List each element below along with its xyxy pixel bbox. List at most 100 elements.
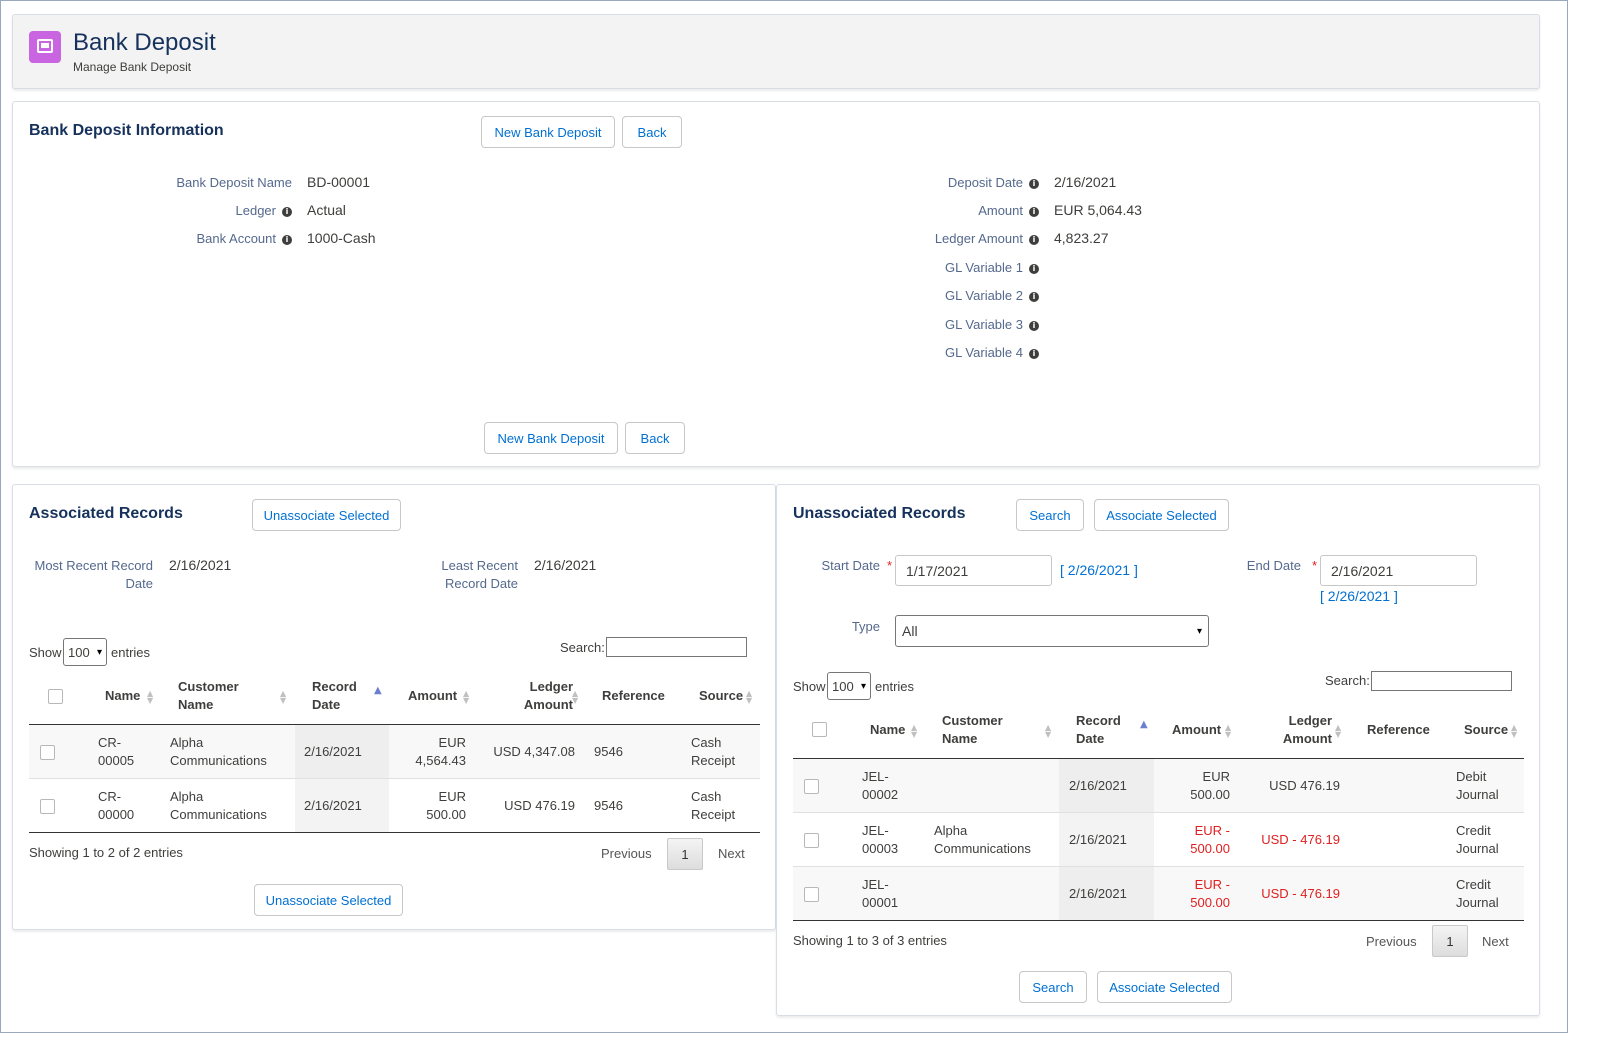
search-input[interactable] <box>1371 671 1512 691</box>
sort-icon[interactable]: ▲ ▼ <box>1335 723 1342 739</box>
end-date-input[interactable]: 2/16/2021 <box>1320 555 1477 586</box>
col-record-date-header[interactable]: Record Date <box>1076 713 1121 746</box>
sort-asc-icon[interactable]: ▲ <box>1140 719 1148 730</box>
associate-selected-button-bottom[interactable]: Associate Selected <box>1097 971 1232 1003</box>
end-date-default-link[interactable]: [ 2/26/2021 ] <box>1320 588 1398 604</box>
record-name-link[interactable]: JEL-00003 <box>862 823 899 856</box>
sort-icon[interactable]: ▲ ▼ <box>1045 723 1052 739</box>
col-ledger-amount-header[interactable]: Ledger Amount <box>523 679 573 712</box>
table-row: CR-00000 Alpha Communications 2/16/2021 … <box>29 779 760 833</box>
ledger-link[interactable]: Actual <box>307 202 346 218</box>
source-link[interactable]: Cash Receipt <box>691 735 736 768</box>
amount-label: Amount i <box>853 203 1039 218</box>
new-bank-deposit-button[interactable]: New Bank Deposit <box>481 116 615 148</box>
type-select[interactable]: All ▾ <box>895 615 1209 647</box>
search-button-bottom[interactable]: Search <box>1019 971 1087 1003</box>
row-checkbox[interactable] <box>804 779 819 794</box>
col-amount-header[interactable]: Amount <box>1172 722 1222 737</box>
select-all-checkbox[interactable] <box>48 689 63 704</box>
ledger-label: Ledger i <box>113 203 292 218</box>
associate-selected-button[interactable]: Associate Selected <box>1094 499 1229 531</box>
page-number-button[interactable]: 1 <box>667 838 703 870</box>
col-record-date-header[interactable]: Record Date <box>312 679 357 712</box>
back-button-bottom[interactable]: Back <box>625 422 685 454</box>
sort-icon[interactable]: ▲ ▼ <box>746 689 753 705</box>
info-icon: i <box>282 235 292 245</box>
start-date-label: Start Date <box>821 558 880 573</box>
col-reference-header[interactable]: Reference <box>1367 722 1430 737</box>
search-button[interactable]: Search <box>1016 499 1084 531</box>
unassociate-selected-button-bottom[interactable]: Unassociate Selected <box>254 884 403 916</box>
page-title: Bank Deposit <box>73 29 216 56</box>
most-recent-record-date-value: 2/16/2021 <box>169 557 232 573</box>
info-icon: i <box>282 207 292 217</box>
least-recent-record-date-value: 2/16/2021 <box>534 557 597 573</box>
ledger-amount: USD 4,347.08 <box>493 744 575 759</box>
page-subtitle: Manage Bank Deposit <box>73 60 192 74</box>
col-source-header[interactable]: Source <box>699 688 744 703</box>
search-input[interactable] <box>606 637 747 657</box>
record-name-link[interactable]: JEL-00001 <box>862 877 899 910</box>
show-label: Show <box>793 679 826 694</box>
sort-icon[interactable]: ▲ ▼ <box>147 689 154 705</box>
row-checkbox[interactable] <box>40 799 55 814</box>
entries-label: entries <box>111 645 151 660</box>
chevron-down-icon: ▾ <box>96 646 102 658</box>
start-date-default-link[interactable]: [ 2/26/2021 ] <box>1060 562 1138 578</box>
page-size-select[interactable]: 100 ▾ <box>63 638 107 666</box>
row-checkbox[interactable] <box>804 833 819 848</box>
showing-entries-text: Showing 1 to 3 of 3 entries <box>793 933 947 948</box>
info-icon: i <box>1029 179 1039 189</box>
next-page-button[interactable]: Next <box>1482 934 1509 949</box>
sort-icon[interactable]: ▲ ▼ <box>1511 723 1518 739</box>
sort-icon[interactable]: ▲ ▼ <box>1225 723 1232 739</box>
most-recent-record-date-label: Most Recent Record Date <box>34 558 154 591</box>
back-button[interactable]: Back <box>622 116 682 148</box>
page-number-button[interactable]: 1 <box>1432 925 1468 957</box>
col-ledger-amount-header[interactable]: Ledger Amount <box>1282 713 1332 746</box>
reference: 9546 <box>594 744 623 759</box>
ledger-amount-label: Ledger Amount i <box>853 231 1039 246</box>
previous-page-button[interactable]: Previous <box>1366 934 1417 949</box>
source-link[interactable]: Credit Journal <box>1456 823 1499 856</box>
bank-account-link[interactable]: 1000-Cash <box>307 230 376 246</box>
sort-icon[interactable]: ▲ ▼ <box>280 689 287 705</box>
row-checkbox[interactable] <box>804 887 819 902</box>
col-source-header[interactable]: Source <box>1464 722 1509 737</box>
chevron-down-icon: ▾ <box>860 680 866 692</box>
record-name-link[interactable]: JEL-00002 <box>862 769 899 802</box>
sort-icon[interactable]: ▲ ▼ <box>463 689 470 705</box>
unassociate-selected-button[interactable]: Unassociate Selected <box>252 499 401 531</box>
record-date: 2/16/2021 <box>304 744 362 759</box>
sort-asc-icon[interactable]: ▲ <box>374 685 382 696</box>
bank-deposit-info-card: Bank Deposit Information New Bank Deposi… <box>12 101 1540 467</box>
record-name-link[interactable]: CR-00000 <box>98 789 135 822</box>
col-amount-header[interactable]: Amount <box>408 688 458 703</box>
record-name-link[interactable]: CR-00005 <box>98 735 135 768</box>
col-name-header[interactable]: Name <box>105 688 141 703</box>
showing-entries-text: Showing 1 to 2 of 2 entries <box>29 845 183 860</box>
start-date-input[interactable]: 1/17/2021 <box>895 555 1052 586</box>
previous-page-button[interactable]: Previous <box>601 846 652 861</box>
sort-icon[interactable]: ▲ ▼ <box>911 723 918 739</box>
page-size-select[interactable]: 100 ▾ <box>827 672 871 700</box>
col-reference-header[interactable]: Reference <box>602 688 665 703</box>
least-recent-record-date-label: Least Recent Record Date <box>441 558 518 591</box>
next-page-button[interactable]: Next <box>718 846 745 861</box>
col-customer-name-header[interactable]: Customer Name <box>942 713 1003 746</box>
search-label: Search: <box>560 640 605 655</box>
col-customer-name-header[interactable]: Customer Name <box>178 679 239 712</box>
source-link[interactable]: Cash Receipt <box>691 789 736 822</box>
unassociated-records-card: Unassociated Records Search Associate Se… <box>776 484 1540 1016</box>
new-bank-deposit-button-bottom[interactable]: New Bank Deposit <box>484 422 618 454</box>
row-checkbox[interactable] <box>40 745 55 760</box>
select-all-checkbox[interactable] <box>812 722 827 737</box>
source-link[interactable]: Credit Journal <box>1456 877 1499 910</box>
table-row: CR-00005 Alpha Communications 2/16/2021 … <box>29 725 760 779</box>
sort-icon[interactable]: ▲ ▼ <box>572 689 579 705</box>
info-icon: i <box>1029 207 1039 217</box>
col-name-header[interactable]: Name <box>870 722 906 737</box>
source-link[interactable]: Debit Journal <box>1456 769 1499 802</box>
